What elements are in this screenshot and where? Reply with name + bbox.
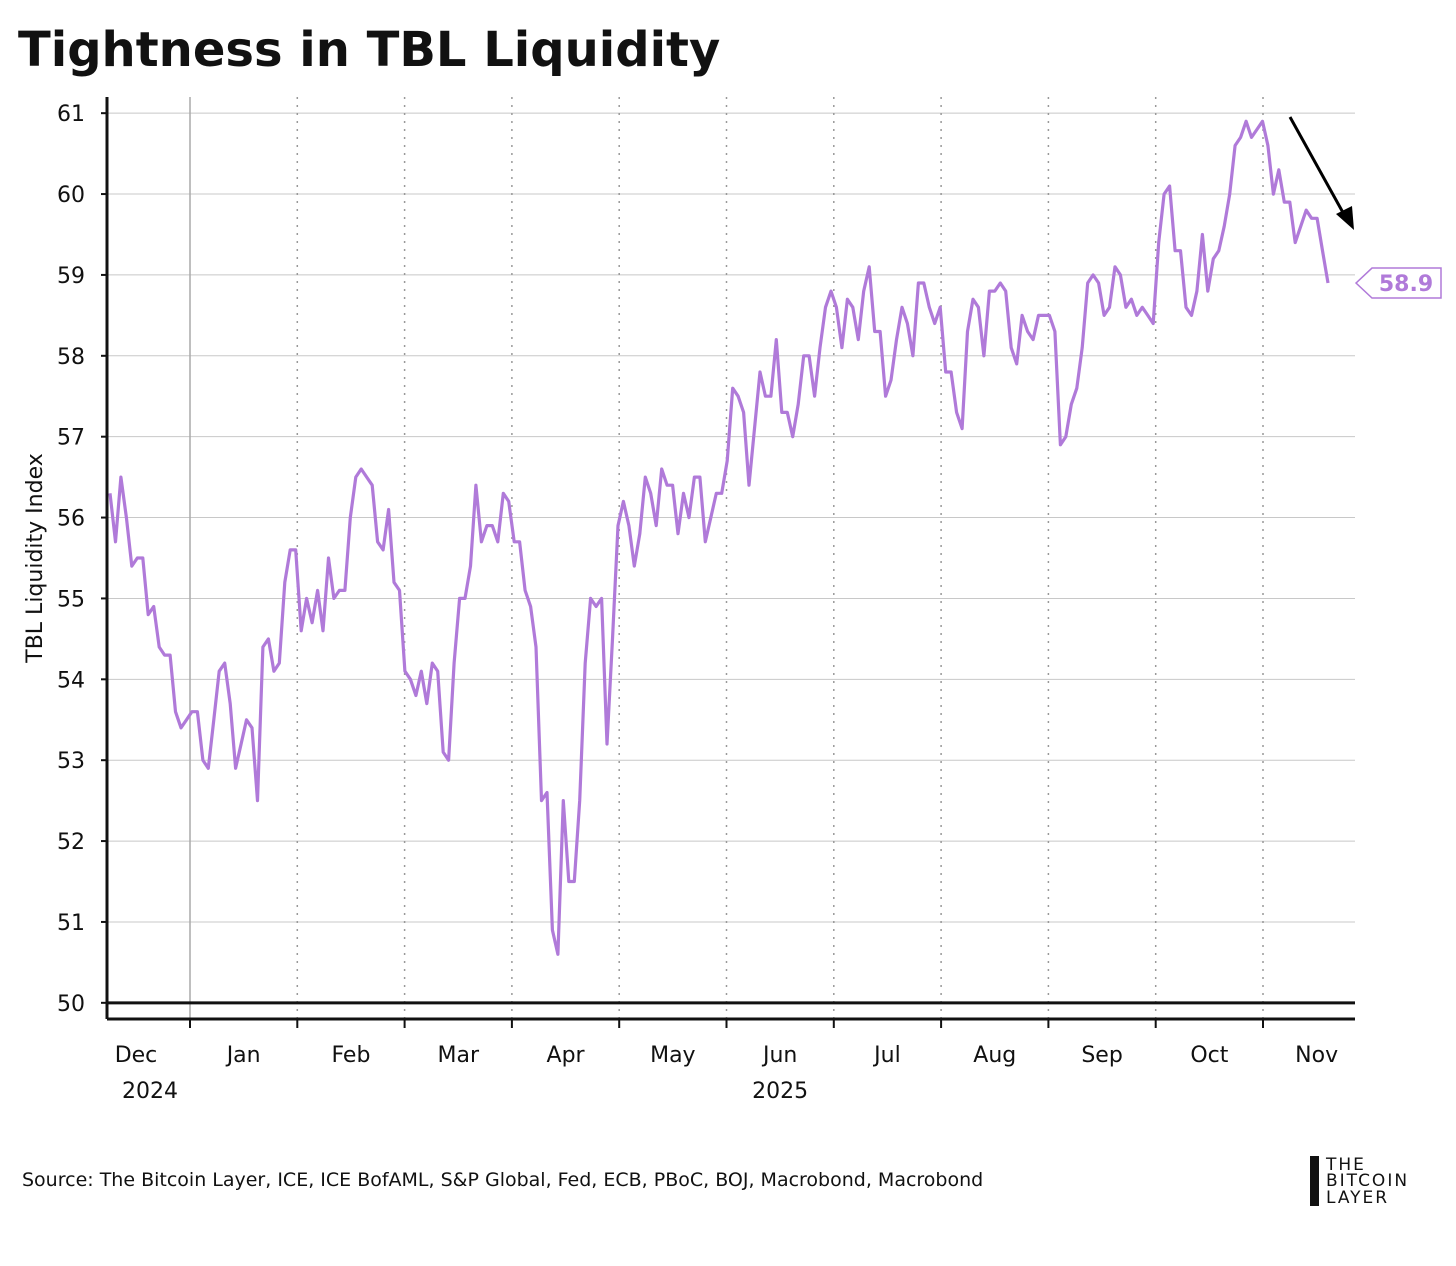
x-tick-label: Dec [115,1043,158,1068]
x-tick-label: Nov [1295,1043,1338,1068]
y-tick-label: 57 [57,426,85,451]
logo-text: THE [1325,1155,1366,1175]
y-tick-label: 55 [57,587,85,612]
x-tick-label: May [650,1043,695,1068]
plot: 58.9 [108,119,1442,956]
arrow-head [1336,206,1354,230]
x-tick-label: Jul [872,1043,901,1068]
trend-arrow [1288,116,1348,219]
y-axis-label: TBL Liquidity Index [23,453,48,663]
x-tick-label: Jun [761,1043,797,1068]
y-tick-label: 54 [57,668,85,693]
logo-text: LAYER [1326,1188,1389,1208]
y-tick-label: 58 [57,345,85,370]
x-tick-label: Feb [331,1043,370,1068]
logo-text: BITCOIN [1326,1171,1409,1191]
logo: THE BITCOIN LAYER [1310,1155,1409,1208]
y-tick-label: 52 [57,830,85,855]
x-tick-label: Apr [547,1043,586,1068]
logo-bar [1310,1156,1319,1206]
source-note: Source: The Bitcoin Layer, ICE, ICE BofA… [22,1169,983,1191]
last-value-box [1354,267,1442,299]
y-tick-label: 53 [57,749,85,774]
last-value-label: 58.9 [1379,272,1433,297]
y-tick-label: 61 [57,102,85,127]
x-year-label: 2025 [752,1079,808,1104]
grid: 50 51 52 53 54 55 56 57 58 59 60 61 Dec 2024 Jan Feb Mar… [57,97,1355,1104]
y-tick-label: 59 [57,264,85,289]
x-tick-label: Jan [225,1043,261,1068]
x-tick-label: Mar [437,1043,479,1068]
chart-title: Tightness in TBL Liquidity [18,22,720,78]
x-tick-label: Aug [973,1043,1016,1068]
x-tick-label: Sep [1081,1043,1122,1068]
data-line [108,119,1330,956]
x-tick-label: Oct [1190,1043,1228,1068]
y-tick-label: 50 [57,992,85,1017]
y-tick-label: 60 [57,183,85,208]
y-tick-label: 51 [57,911,85,936]
x-year-label: 2024 [122,1079,178,1104]
y-tick-label: 56 [57,507,85,532]
